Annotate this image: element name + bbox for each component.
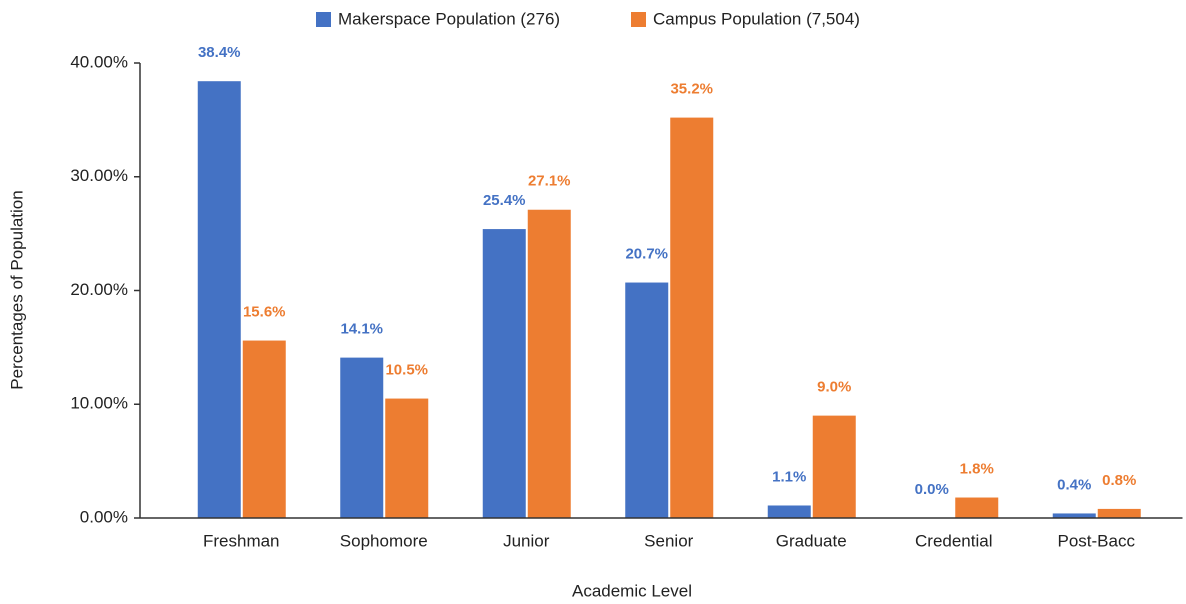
legend-label: Campus Population (7,504) <box>653 9 860 28</box>
x-tick-label: Credential <box>915 531 993 550</box>
x-axis-label: Academic Level <box>572 581 692 600</box>
value-label: 20.7% <box>625 246 668 263</box>
legend-swatch <box>316 12 331 27</box>
bar <box>625 282 669 518</box>
x-tick-label: Post-Bacc <box>1058 531 1136 550</box>
x-tick-label: Sophomore <box>340 531 428 550</box>
value-label: 10.5% <box>385 362 428 379</box>
x-tick-label: Freshman <box>203 531 280 550</box>
bar <box>197 81 241 518</box>
bar <box>670 117 714 518</box>
value-label: 35.2% <box>670 81 713 98</box>
bar <box>482 229 526 518</box>
x-tick-label: Graduate <box>776 531 847 550</box>
x-tick-label: Junior <box>503 531 550 550</box>
bar <box>955 497 999 518</box>
bar <box>767 505 811 518</box>
value-label: 9.0% <box>817 379 851 396</box>
y-tick-label: 40.00% <box>70 52 128 71</box>
value-label: 0.0% <box>915 481 949 498</box>
y-axis-label: Percentages of Population <box>7 190 26 389</box>
bar <box>385 398 429 518</box>
y-tick-label: 0.00% <box>80 507 128 526</box>
value-label: 15.6% <box>243 304 286 321</box>
value-label: 1.1% <box>772 468 806 485</box>
value-label: 0.4% <box>1057 476 1091 493</box>
value-label: 0.8% <box>1102 472 1136 489</box>
y-tick-label: 30.00% <box>70 166 128 185</box>
value-label: 27.1% <box>528 173 571 190</box>
value-label: 25.4% <box>483 192 526 209</box>
value-label: 14.1% <box>340 321 383 338</box>
bar <box>812 415 856 518</box>
value-label: 1.8% <box>960 460 994 477</box>
bar <box>1052 513 1096 518</box>
bar <box>527 209 571 519</box>
bar <box>340 357 384 518</box>
bar <box>242 340 286 518</box>
legend-swatch <box>631 12 646 27</box>
bar <box>1097 508 1141 518</box>
y-tick-label: 10.00% <box>70 394 128 413</box>
x-tick-label: Senior <box>644 531 693 550</box>
value-label: 38.4% <box>198 44 241 61</box>
legend-label: Makerspace Population (276) <box>338 9 560 28</box>
y-tick-label: 20.00% <box>70 280 128 299</box>
